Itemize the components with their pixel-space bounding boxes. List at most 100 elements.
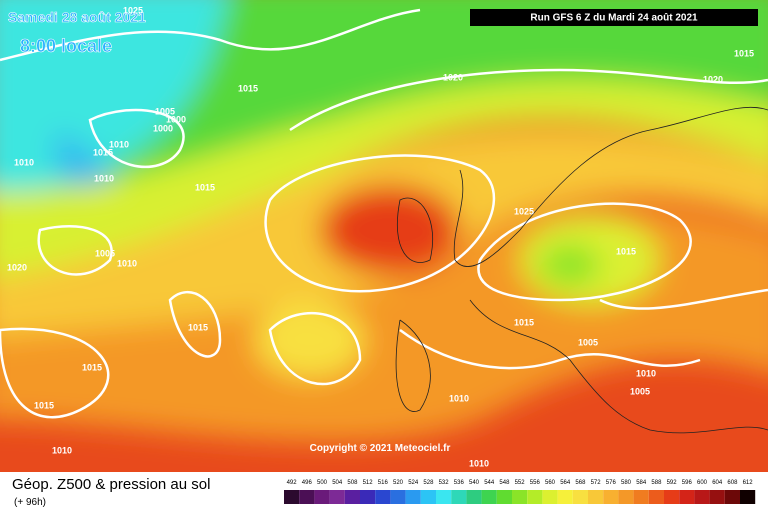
isobar-label: 1000 <box>166 114 186 124</box>
isobar-label: 1010 <box>449 393 469 403</box>
isobar-label: 1015 <box>616 246 636 256</box>
isobar-label: 1025 <box>514 206 534 216</box>
color-swatch <box>724 490 740 504</box>
colorbar-label: 496 <box>302 480 313 486</box>
color-swatch <box>436 490 452 504</box>
colorbar-label: 608 <box>727 480 738 486</box>
color-swatch <box>420 490 436 504</box>
color-swatch <box>603 490 619 504</box>
color-swatch <box>740 490 756 504</box>
color-swatch <box>405 490 421 504</box>
lead-time: (+ 96h) <box>14 497 46 508</box>
isobar-label: 1015 <box>188 322 208 332</box>
isobars <box>0 8 768 419</box>
isobar-label: 1020 <box>703 74 723 84</box>
color-swatch <box>633 490 649 504</box>
color-swatch <box>360 490 376 504</box>
colorbar-label: 588 <box>651 480 662 486</box>
color-swatch <box>664 490 680 504</box>
colorbar-label: 508 <box>347 480 358 486</box>
isobar-label: 1010 <box>52 445 72 455</box>
colorbar-label: 500 <box>317 480 328 486</box>
color-swatch <box>572 490 588 504</box>
color-swatch <box>709 490 725 504</box>
color-swatch <box>694 490 710 504</box>
isobar-label: 1000 <box>153 123 173 133</box>
colorbar-label: 536 <box>454 480 465 486</box>
colorbar-label: 520 <box>393 480 404 486</box>
isobar-label: 1015 <box>734 48 754 58</box>
colorbar-label: 576 <box>606 480 617 486</box>
color-swatch <box>329 490 345 504</box>
color-swatch <box>618 490 634 504</box>
isobar-label: 1005 <box>155 106 175 116</box>
colorbar-label: 516 <box>378 480 389 486</box>
coastlines <box>395 106 768 434</box>
color-swatch <box>390 490 406 504</box>
footer-title: Géop. Z500 & pression au sol <box>12 476 210 493</box>
colorbar-label: 540 <box>469 480 480 486</box>
isobar-label: 1010 <box>94 173 114 183</box>
isobar-label: 1010 <box>109 139 129 149</box>
isobar-label: 1015 <box>82 362 102 372</box>
colorbar-label: 604 <box>712 480 723 486</box>
color-swatch <box>375 490 391 504</box>
colorbar-label: 544 <box>484 480 495 486</box>
colorbar-label: 596 <box>682 480 693 486</box>
colorbar-label: 572 <box>591 480 602 486</box>
isobar-label: 1020 <box>7 262 27 272</box>
colorbar-label: 600 <box>697 480 708 486</box>
isobar-label: 1015 <box>34 400 54 410</box>
colorbar-label: 548 <box>499 480 510 486</box>
color-swatch <box>284 490 300 504</box>
colorbar-label: 492 <box>287 480 298 486</box>
isobar-label: 1010 <box>14 157 34 167</box>
color-swatch <box>314 490 330 504</box>
colorbar: 492 496 500 504 508 512 516 520 524 528 532 536 540 5… <box>284 480 756 504</box>
colorbar-label: 504 <box>332 480 343 486</box>
isobar-label: 1015 <box>238 83 258 93</box>
run-banner <box>470 9 758 26</box>
isobar-label: 1010 <box>117 258 137 268</box>
map-field <box>0 0 768 472</box>
color-swatch <box>466 490 482 504</box>
color-swatch <box>679 490 695 504</box>
colorbar-label: 612 <box>743 480 754 486</box>
isobar-label: 1020 <box>443 72 463 82</box>
time: 8:00 locale <box>20 36 112 56</box>
color-swatch <box>542 490 558 504</box>
color-swatch <box>527 490 543 504</box>
color-swatch <box>512 490 528 504</box>
colorbar-label: 580 <box>621 480 632 486</box>
colorbar-label: 524 <box>408 480 419 486</box>
color-swatch <box>496 490 512 504</box>
color-swatch <box>299 490 315 504</box>
run-info: Run GFS 6 Z du Mardi 24 août 2021 <box>530 13 698 24</box>
colorbar-label: 564 <box>560 480 571 486</box>
isobar-label: 1015 <box>93 147 113 157</box>
colorbar-label: 560 <box>545 480 556 486</box>
isobar-label: 1015 <box>195 182 215 192</box>
colorbar-label: 512 <box>363 480 374 486</box>
isobar-label: 1025 <box>123 5 143 15</box>
isobar-labels: 1025101510051000100010101015101010101015… <box>7 5 754 468</box>
colorbar-label: 552 <box>515 480 526 486</box>
colorbar-label: 584 <box>636 480 647 486</box>
date: Samedi 28 août 2021 <box>8 9 146 25</box>
isobar-label: 1015 <box>514 317 534 327</box>
color-swatch <box>344 490 360 504</box>
isobar-label: 1005 <box>630 386 650 396</box>
color-swatch <box>557 490 573 504</box>
isobar-label: 1010 <box>636 368 656 378</box>
color-swatch <box>648 490 664 504</box>
color-swatch <box>588 490 604 504</box>
color-swatch <box>451 490 467 504</box>
isobar-label: 1005 <box>95 248 115 258</box>
isobar-label: 1010 <box>469 458 489 468</box>
colorbar-label: 532 <box>439 480 450 486</box>
colorbar-label: 556 <box>530 480 541 486</box>
color-swatch <box>481 490 497 504</box>
colorbar-label: 528 <box>423 480 434 486</box>
colorbar-label: 568 <box>575 480 586 486</box>
